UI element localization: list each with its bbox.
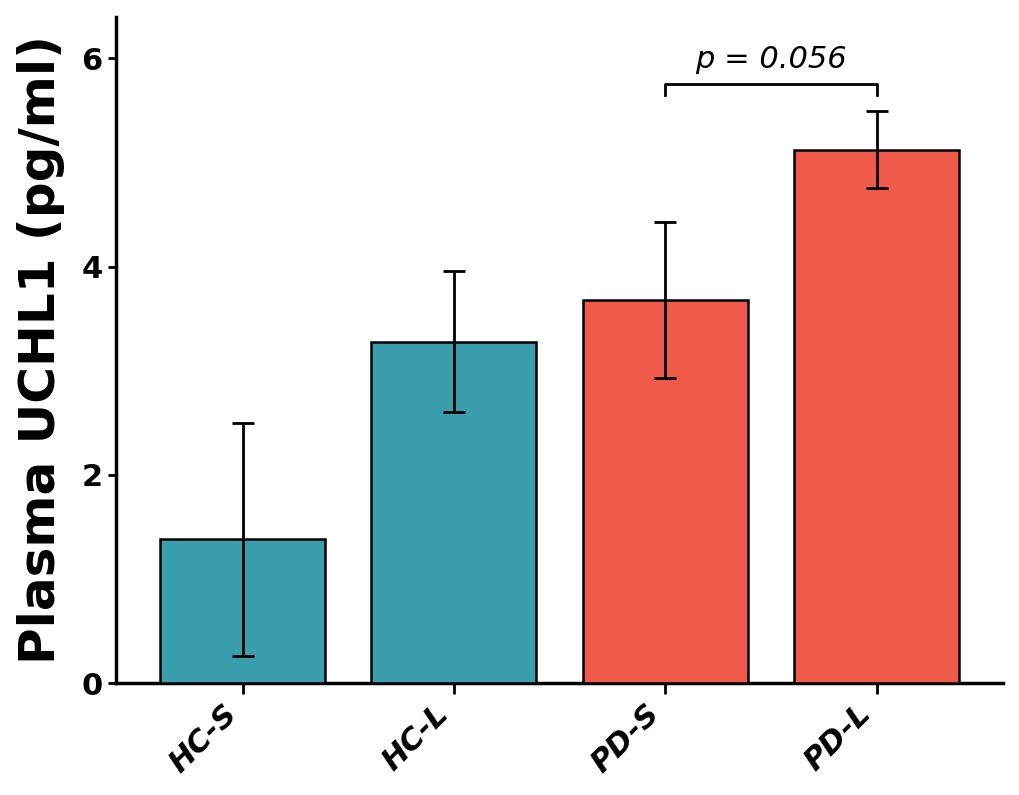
Bar [160, 540, 325, 683]
Bar [794, 150, 958, 683]
Y-axis label: Plasma UCHL1 (pg/ml): Plasma UCHL1 (pg/ml) [16, 36, 64, 665]
Bar [582, 300, 747, 683]
Bar [371, 342, 536, 683]
Text: p = 0.056: p = 0.056 [694, 45, 846, 74]
